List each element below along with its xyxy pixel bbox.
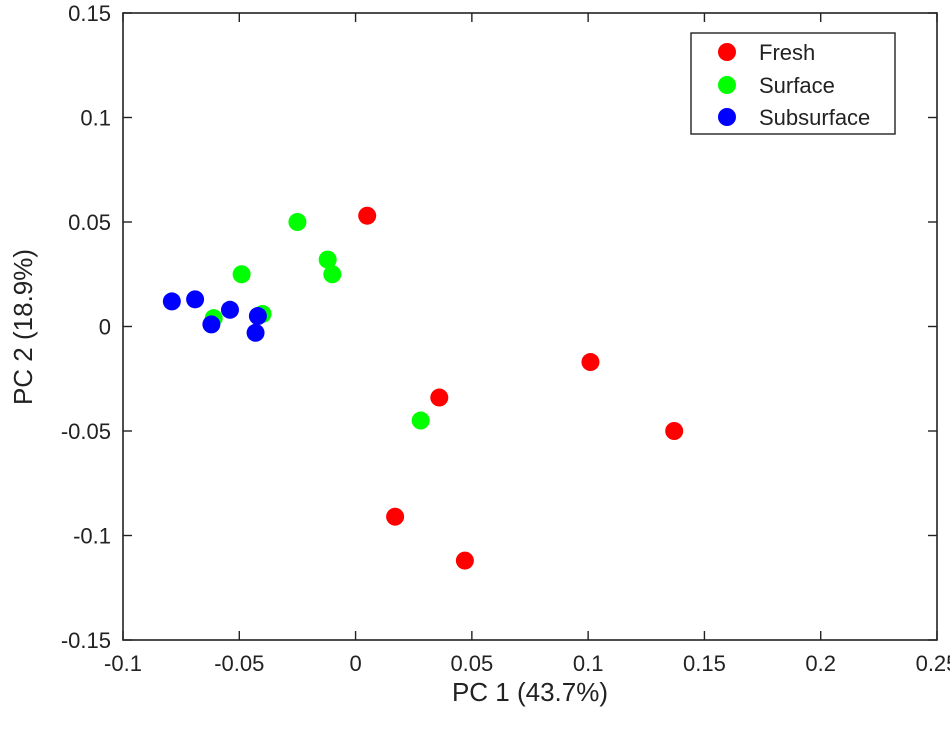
- point-fresh: [455, 551, 474, 570]
- point-subsurface: [162, 292, 181, 311]
- legend-label-fresh: Fresh: [759, 40, 815, 65]
- legend-label-subsurface: Subsurface: [759, 105, 870, 130]
- point-fresh: [665, 422, 684, 440]
- y-tick-label: 0.1: [80, 106, 111, 131]
- point-surface: [318, 250, 337, 269]
- y-tick-label: -0.05: [61, 419, 111, 444]
- point-fresh: [430, 388, 449, 407]
- legend-marker-surface: [718, 76, 736, 94]
- y-tick-label: 0.05: [68, 210, 111, 235]
- x-tick-label: 0.1: [573, 651, 604, 676]
- point-subsurface: [186, 290, 205, 309]
- y-tick-label: -0.1: [73, 524, 111, 549]
- plot-frame: [122, 12, 938, 641]
- point-subsurface: [248, 307, 267, 326]
- x-tick-label: 0.15: [683, 651, 726, 676]
- x-tick-label: -0.1: [104, 651, 142, 676]
- point-subsurface: [220, 300, 239, 319]
- point-surface: [288, 213, 307, 231]
- legend: Fresh Surface Subsurface: [690, 32, 896, 135]
- x-tick-label: 0.05: [450, 651, 493, 676]
- legend-marker-fresh: [718, 43, 736, 61]
- y-tick-label: 0.15: [68, 1, 111, 26]
- x-tick-label: 0: [349, 651, 361, 676]
- point-surface: [323, 265, 342, 284]
- point-fresh: [581, 353, 600, 372]
- x-tick-label: -0.05: [214, 651, 264, 676]
- y-axis-title: PC 2 (18.9%): [8, 249, 38, 405]
- point-fresh: [386, 507, 405, 526]
- point-subsurface: [202, 315, 221, 334]
- y-tick-label: -0.15: [61, 628, 111, 653]
- legend-label-surface: Surface: [759, 73, 835, 98]
- point-surface: [411, 411, 430, 430]
- x-axis-title: PC 1 (43.7%): [452, 677, 608, 707]
- x-tick-label: 0.25: [916, 651, 950, 676]
- point-surface: [232, 265, 251, 284]
- point-subsurface: [246, 323, 265, 342]
- y-tick-label: 0: [99, 315, 111, 340]
- point-fresh: [358, 206, 377, 225]
- legend-marker-subsurface: [718, 108, 736, 126]
- tick-labels: -0.1-0.0500.050.10.150.20.25-0.15-0.1-0.…: [61, 1, 950, 676]
- x-tick-label: 0.2: [805, 651, 836, 676]
- data-points: [162, 206, 684, 570]
